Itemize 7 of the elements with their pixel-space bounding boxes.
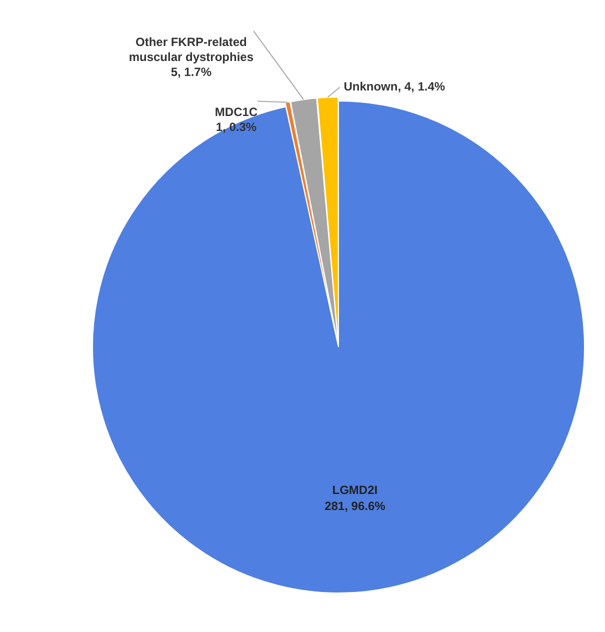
slice-label: LGMD2I bbox=[332, 482, 378, 497]
data-label: 1, 0.3% bbox=[216, 120, 257, 134]
data-label: 281, 96.6% bbox=[324, 498, 386, 513]
slice-label: MDC1C bbox=[214, 105, 258, 120]
slice-label: Unknown, 4, 1.4% bbox=[344, 80, 446, 94]
slice-label: Other FKRP-related muscular dystrophies bbox=[128, 34, 254, 64]
data-label: 5, 1.7% bbox=[170, 64, 212, 79]
